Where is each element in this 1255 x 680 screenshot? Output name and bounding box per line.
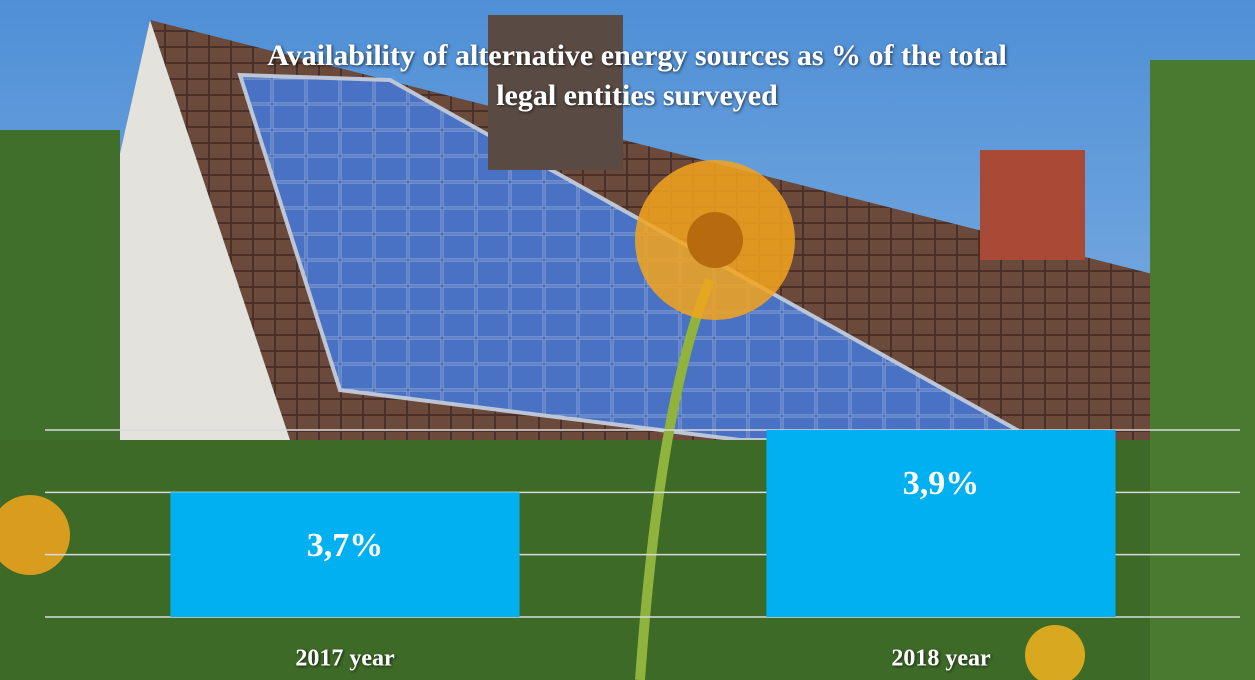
- chart-title: Availability of alternative energy sourc…: [267, 39, 1007, 112]
- x-tick-label: 2017 year: [295, 646, 395, 672]
- bar: [170, 492, 520, 617]
- bar: [766, 430, 1116, 617]
- x-tick-label: 2018 year: [891, 646, 991, 672]
- value-label: 3,9%: [903, 465, 980, 502]
- value-label: 3,7%: [307, 527, 384, 564]
